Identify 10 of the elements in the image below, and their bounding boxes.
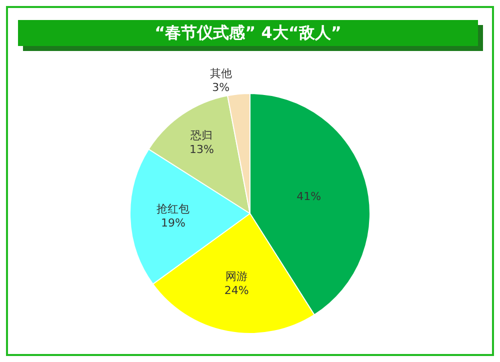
- slice-label: 其他: [210, 66, 232, 80]
- data-label: 24%: [224, 284, 249, 298]
- data-label: 41%: [296, 190, 322, 203]
- data-label: 19%: [160, 216, 186, 230]
- chart-title: “春节仪式感” 4大“敌人”: [18, 20, 478, 46]
- slice-label: 抢红包: [156, 202, 190, 216]
- data-label: 3%: [212, 81, 230, 94]
- slice-label: 网游: [226, 270, 248, 283]
- data-label: 13%: [189, 143, 214, 156]
- slice-label: 恐归: [190, 128, 213, 142]
